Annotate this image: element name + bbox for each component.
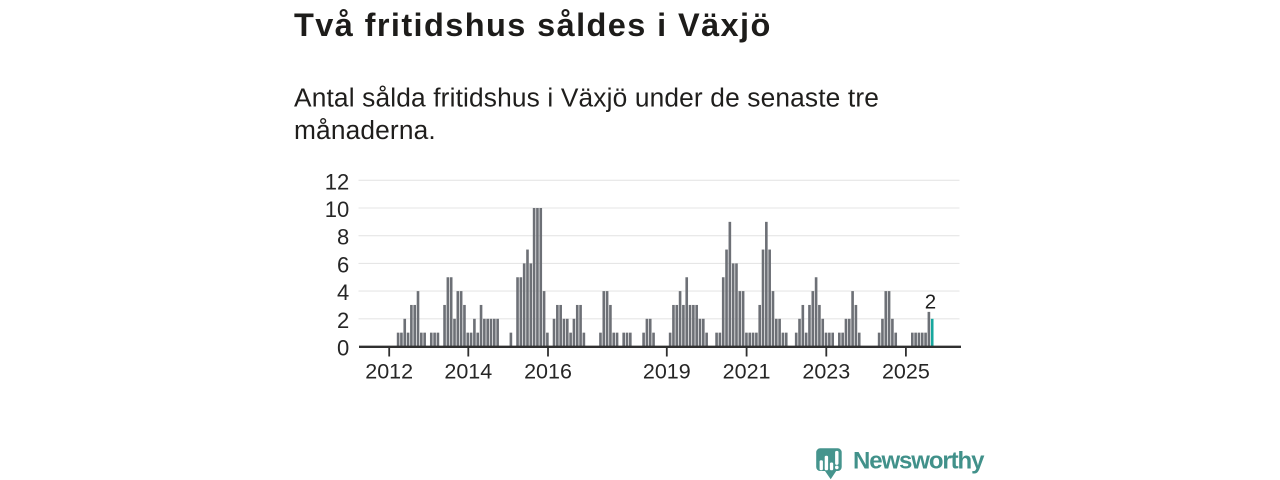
svg-text:2: 2	[925, 290, 936, 313]
svg-text:2012: 2012	[365, 360, 413, 384]
svg-text:4: 4	[337, 280, 349, 305]
svg-text:Newsworthy: Newsworthy	[853, 448, 985, 475]
svg-text:Antal sålda fritidshus i Växjö: Antal sålda fritidshus i Växjö under de …	[294, 82, 879, 112]
svg-text:2019: 2019	[643, 360, 691, 384]
svg-text:10: 10	[325, 197, 349, 222]
svg-text:6: 6	[337, 252, 349, 277]
svg-text:Två fritidshus såldes i Växjö: Två fritidshus såldes i Växjö	[294, 7, 772, 43]
svg-text:2025: 2025	[882, 360, 930, 384]
svg-text:0: 0	[337, 336, 349, 361]
svg-text:2023: 2023	[802, 360, 850, 384]
svg-text:2: 2	[337, 308, 349, 333]
svg-text:8: 8	[337, 225, 349, 250]
svg-text:12: 12	[325, 169, 349, 194]
svg-text:2014: 2014	[444, 360, 492, 384]
svg-text:2021: 2021	[723, 360, 771, 384]
svg-text:2016: 2016	[524, 360, 572, 384]
svg-text:månaderna.: månaderna.	[294, 115, 436, 145]
